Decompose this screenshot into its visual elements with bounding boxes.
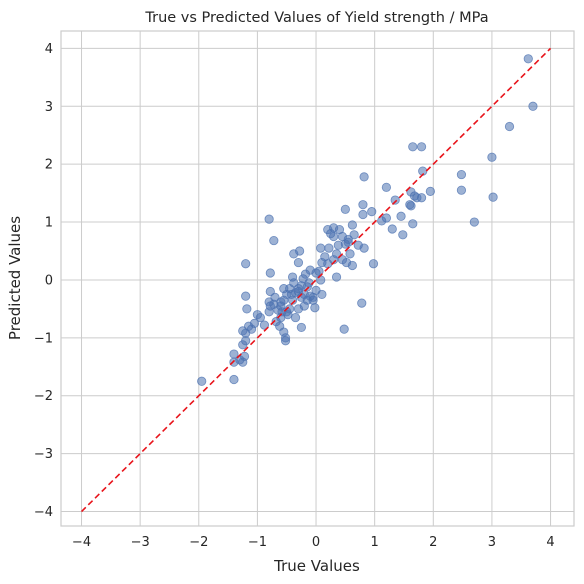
scatter-point [264, 214, 274, 224]
scatter-point [271, 317, 281, 327]
scatter-point [339, 324, 349, 334]
scatter-point [398, 230, 408, 240]
y-tick-label: 1 [45, 216, 53, 231]
scatter-point [345, 249, 355, 259]
scatter-point [276, 297, 286, 307]
x-tick-label: −1 [248, 535, 267, 550]
scatter-point [265, 286, 275, 297]
reference-line-layer [80, 47, 552, 513]
scatter-point [456, 185, 467, 195]
scatter-point [308, 295, 318, 305]
x-axis-label: True Values [273, 557, 360, 575]
scatter-point [387, 224, 397, 234]
scatter-point [396, 211, 406, 221]
scatter-point [416, 193, 427, 203]
x-tick-label: −2 [189, 535, 208, 550]
y-tick-label: 4 [45, 42, 53, 57]
y-tick-label: −3 [34, 447, 53, 462]
identity-reference-line [80, 47, 552, 513]
x-tick-label: 1 [371, 535, 379, 550]
x-tick-label: −4 [72, 535, 91, 550]
scatter-point [347, 260, 357, 271]
scatter-point [331, 272, 342, 282]
scatter-point [390, 195, 400, 205]
scatter-point [229, 357, 239, 367]
x-tick-labels: −4 −3 −2 −1 0 1 2 3 4 [72, 535, 555, 550]
scatter-point [273, 305, 283, 315]
y-tick-label: 0 [45, 273, 53, 288]
scatter-point [290, 312, 301, 323]
scatter-point [296, 322, 306, 333]
scatter-point [252, 310, 263, 320]
chart-title: True vs Predicted Values of Yield streng… [144, 10, 488, 26]
scatter-point [377, 216, 387, 226]
scatter-point [343, 234, 353, 245]
scatter-point [357, 298, 367, 308]
scatter-point [504, 121, 515, 132]
scatter-point [259, 320, 270, 330]
scatter-point [286, 289, 297, 300]
scatter-point [408, 219, 418, 229]
scatter-point [367, 207, 377, 217]
scatter-point [340, 204, 350, 214]
scatter-point [487, 152, 497, 162]
scatter-point [280, 336, 291, 346]
scatter-point [264, 307, 274, 317]
y-tick-label: −2 [34, 389, 53, 404]
x-tick-label: 0 [312, 535, 320, 550]
scatter-point [359, 172, 369, 182]
y-tick-label: −4 [34, 505, 53, 520]
scatter-point [406, 201, 416, 211]
scatter-point [381, 182, 391, 192]
scatter-point [456, 169, 467, 180]
scatter-point [425, 186, 435, 196]
scatter-point [316, 275, 326, 285]
y-tick-labels: −4 −3 −2 −1 0 1 2 3 4 [34, 42, 53, 520]
scatter-point [317, 257, 327, 268]
scatter-point [358, 209, 368, 220]
plot-frame [60, 30, 575, 527]
y-axis-label: Predicted Values [6, 216, 24, 340]
scatter-point [241, 259, 251, 269]
scatter-point [358, 200, 368, 210]
scatter-point [408, 142, 418, 152]
scatter-point [528, 101, 538, 111]
scatter-point [242, 304, 252, 314]
x-tick-label: 3 [488, 535, 496, 550]
scatter-point [238, 340, 248, 350]
scatter-point [469, 217, 479, 227]
scatter-point [316, 243, 326, 253]
y-tick-label: 2 [45, 158, 53, 173]
scatter-points [197, 54, 538, 386]
scatter-point [324, 243, 334, 253]
x-tick-label: 2 [429, 535, 437, 550]
y-tick-label: −1 [34, 331, 53, 346]
scatter-point [347, 220, 357, 230]
scatter-point [329, 231, 339, 242]
scatter-point [523, 54, 533, 64]
scatter-point [337, 255, 348, 265]
scatter-point [488, 192, 498, 202]
scatter-point [238, 326, 248, 336]
scatter-point [302, 282, 312, 292]
scatter-point [279, 284, 289, 294]
y-tick-label: 3 [45, 100, 53, 115]
scatter-point [368, 259, 379, 269]
scatter-point [241, 291, 251, 301]
scatter-point [197, 376, 207, 386]
x-tick-label: 4 [546, 535, 554, 550]
scatter-point [265, 268, 275, 278]
scatter-point [293, 257, 304, 268]
scatter-point [289, 249, 299, 259]
x-tick-label: −3 [131, 535, 150, 550]
scatter-point [310, 303, 320, 313]
scatter-point [289, 278, 299, 288]
scatter-point [416, 142, 427, 152]
scatter-point [323, 224, 333, 235]
scatter-point [333, 240, 343, 250]
scatter-point [353, 240, 363, 250]
scatter-point [229, 374, 239, 385]
scatter-point [269, 235, 279, 246]
